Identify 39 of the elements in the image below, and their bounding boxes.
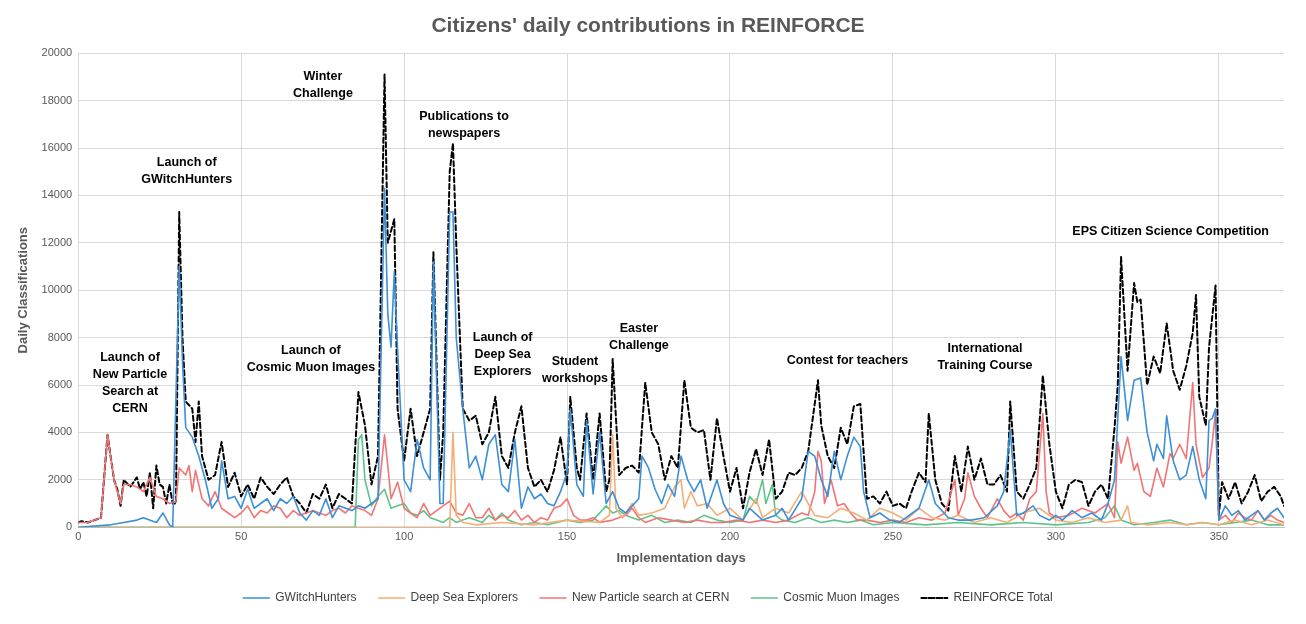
annotation: Launch of GWitchHunters [141, 154, 233, 186]
y-tick-label: 6000 [47, 378, 73, 391]
y-tick-label: 14000 [41, 188, 73, 201]
y-axis-title: Daily Classifications [15, 226, 31, 354]
x-tick-label: 150 [557, 529, 577, 542]
y-tick-label: 18000 [41, 93, 73, 106]
y-tick-label: 0 [66, 520, 73, 533]
x-tick-label: 200 [720, 529, 740, 542]
x-tick-label: 300 [1046, 529, 1066, 542]
annotation: EPS Citizen Science Competition [1072, 223, 1269, 238]
y-tick-label: 16000 [41, 141, 73, 154]
legend-label: New Particle search at CERN [571, 590, 730, 605]
annotation: Launch of New Particle Search at CERN [92, 349, 168, 415]
annotation: Publications to newspapers [419, 109, 510, 141]
y-tick-label: 2000 [47, 472, 73, 485]
y-tick-label: 20000 [41, 46, 73, 59]
x-tick-label: 50 [235, 529, 248, 542]
annotation: Contest for teachers [786, 353, 909, 368]
x-tick-label: 350 [1209, 529, 1228, 542]
legend-label: Cosmic Muon Images [783, 590, 900, 605]
annotation: Launch of Deep Sea Explorers [472, 329, 534, 378]
x-tick-label: 0 [75, 529, 82, 542]
annotation: Easter Challenge [609, 321, 669, 353]
annotation: Launch of Cosmic Muon Images [246, 342, 376, 374]
chart-title: Citizens' daily contributions in REINFORCE [431, 13, 865, 37]
annotation: Winter Challenge [293, 68, 353, 100]
annotation: Student workshops [540, 353, 609, 385]
y-tick-label: 4000 [47, 425, 73, 438]
line-series [78, 73, 1284, 524]
annotation: International Training Course [937, 340, 1033, 372]
x-axis-title: Implementation days [616, 549, 746, 565]
legend-label: Deep Sea Explorers [410, 590, 518, 605]
y-tick-label: 8000 [47, 330, 73, 343]
legend-label: GWitchHunters [275, 590, 357, 605]
y-tick-label: 10000 [41, 283, 73, 296]
x-tick-label: 100 [394, 529, 414, 542]
legend-label: REINFORCE Total [953, 590, 1053, 605]
x-tick-label: 250 [883, 529, 903, 542]
y-tick-label: 12000 [41, 235, 73, 248]
